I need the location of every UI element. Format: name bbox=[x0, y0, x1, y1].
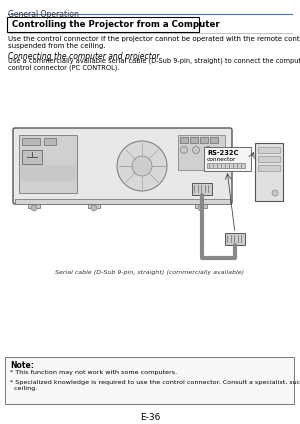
Bar bbox=[200, 137, 208, 143]
Circle shape bbox=[272, 190, 278, 196]
Bar bbox=[225, 233, 245, 245]
Bar bbox=[15, 199, 230, 204]
Text: Serial cable (D-Sub 9-pin, straight) (commercially available): Serial cable (D-Sub 9-pin, straight) (co… bbox=[56, 270, 244, 275]
Circle shape bbox=[132, 156, 152, 176]
Text: * Specialized knowledge is required to use the control connector. Consult a spec: * Specialized knowledge is required to u… bbox=[10, 380, 300, 391]
Bar bbox=[28, 204, 40, 208]
Text: Controlling the Projector from a Computer: Controlling the Projector from a Compute… bbox=[12, 20, 220, 29]
FancyBboxPatch shape bbox=[13, 128, 232, 204]
Bar bbox=[192, 183, 212, 195]
Text: E-36: E-36 bbox=[140, 413, 160, 422]
Text: * This function may not work with some computers.: * This function may not work with some c… bbox=[10, 370, 177, 375]
Circle shape bbox=[198, 205, 204, 211]
Bar bbox=[258, 156, 280, 162]
Circle shape bbox=[117, 141, 167, 191]
Text: Note:: Note: bbox=[10, 361, 34, 370]
Bar bbox=[195, 204, 207, 208]
Circle shape bbox=[193, 147, 200, 153]
Text: General Operation: General Operation bbox=[8, 10, 79, 19]
Bar bbox=[22, 150, 42, 164]
Text: Connecting the computer and projector: Connecting the computer and projector bbox=[8, 52, 160, 61]
Circle shape bbox=[205, 147, 212, 153]
Text: RS-232C: RS-232C bbox=[207, 150, 238, 156]
Bar bbox=[180, 137, 188, 143]
Bar bbox=[19, 135, 77, 193]
Bar bbox=[258, 165, 280, 171]
Bar bbox=[190, 137, 198, 143]
Bar bbox=[44, 138, 56, 145]
Bar bbox=[88, 204, 100, 208]
Circle shape bbox=[31, 205, 37, 211]
Bar bbox=[178, 135, 225, 170]
Text: Use the control connector if the projector cannot be operated with the remote co: Use the control connector if the project… bbox=[8, 36, 300, 49]
Bar bbox=[258, 147, 280, 153]
Bar bbox=[207, 163, 245, 168]
FancyBboxPatch shape bbox=[5, 357, 294, 404]
Circle shape bbox=[181, 147, 188, 153]
Bar bbox=[210, 137, 218, 143]
Text: connector: connector bbox=[207, 157, 236, 162]
Text: Use a commercially available serial cable (D-Sub 9-pin, straight) to connect the: Use a commercially available serial cabl… bbox=[8, 57, 300, 71]
FancyBboxPatch shape bbox=[204, 147, 251, 171]
Bar bbox=[22, 138, 40, 145]
Bar bbox=[255, 143, 283, 201]
FancyBboxPatch shape bbox=[7, 17, 199, 32]
Circle shape bbox=[91, 205, 97, 211]
